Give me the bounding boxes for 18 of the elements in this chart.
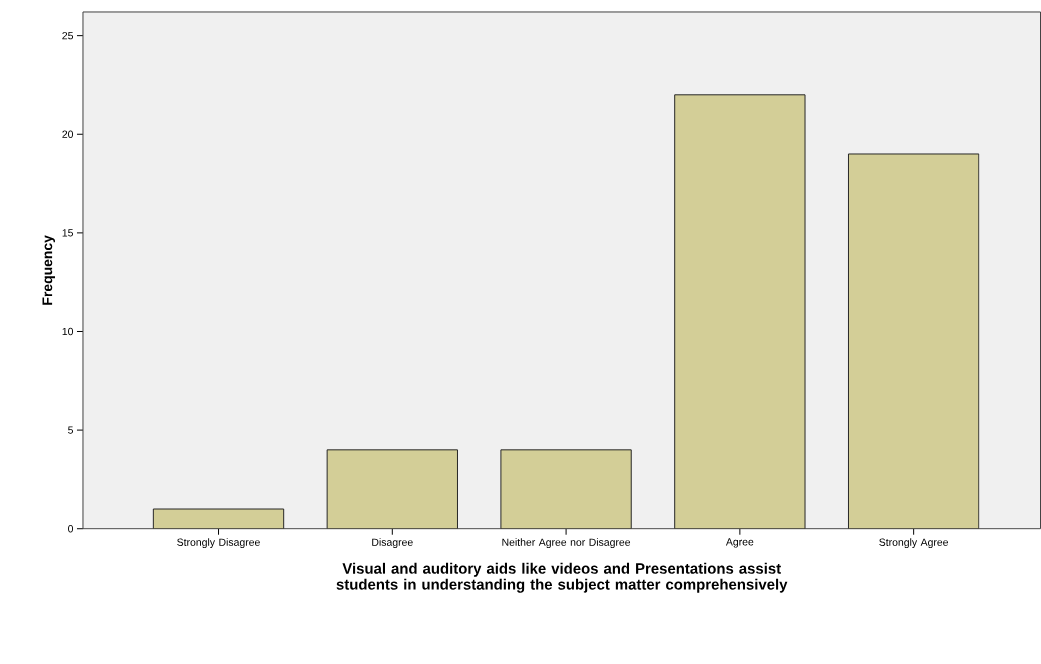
- bar: [674, 94, 806, 529]
- y-tick-label: 20: [62, 130, 74, 139]
- y-tick-label: 0: [68, 525, 74, 533]
- bar: [500, 449, 632, 529]
- x-axis-title: Visual and auditory aids like videos and Presentations assist students in understanding the subject matter comprehensively: [336, 562, 788, 593]
- y-axis-title: Frequency: [42, 235, 55, 305]
- x-tick-label: Strongly Agree: [879, 538, 949, 549]
- y-tick-label: 5: [68, 426, 74, 434]
- y-tick-label: 25: [62, 32, 74, 40]
- bar: [847, 153, 980, 529]
- bar: [327, 450, 458, 529]
- y-tick-label: 10: [62, 327, 74, 336]
- x-tick-label: Agree: [725, 538, 754, 548]
- x-tick-label: Neither Agree nor Disagree: [502, 538, 631, 549]
- bar: [152, 508, 285, 529]
- x-tick-label: Disagree: [372, 538, 413, 549]
- x-tick-label: Strongly Disagree: [177, 538, 260, 549]
- y-tick-label: 15: [62, 229, 74, 237]
